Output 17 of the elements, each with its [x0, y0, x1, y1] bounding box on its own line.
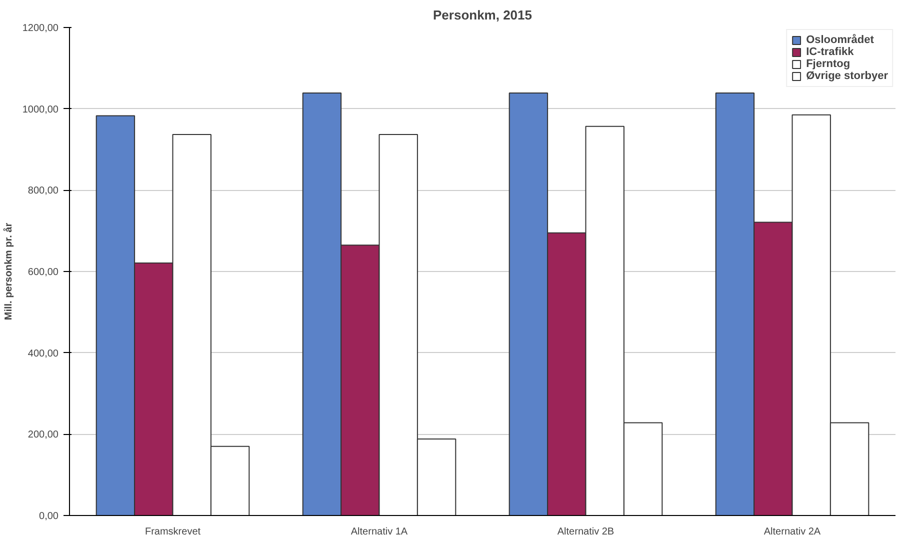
y-tick-label: 1200,00: [22, 23, 59, 34]
y-tick-label: 600,00: [28, 267, 59, 278]
chart-title: Personkm, 2015: [433, 8, 532, 22]
legend-label: Øvrige storbyer: [806, 70, 888, 82]
y-tick-label: 200,00: [28, 430, 59, 441]
x-tick-label: Alternativ 2A: [764, 526, 821, 538]
legend-label: IC-trafikk: [806, 46, 854, 58]
x-tick-label: Framskrevet: [144, 526, 201, 538]
x-tick-label: Alternativ 1A: [350, 526, 408, 538]
legend-label: Osloområdet: [806, 34, 874, 46]
y-tick-label: 1000,00: [22, 104, 59, 116]
y-tick-label: 0,00: [39, 511, 59, 522]
legend-label: Fjerntog: [806, 58, 850, 70]
y-tick-label: 400,00: [28, 348, 59, 360]
x-tick-label: Alternativ 2B: [557, 526, 614, 538]
y-axis-title: Mill. personkm pr. år: [2, 222, 14, 320]
y-tick-label: 800,00: [28, 186, 59, 197]
